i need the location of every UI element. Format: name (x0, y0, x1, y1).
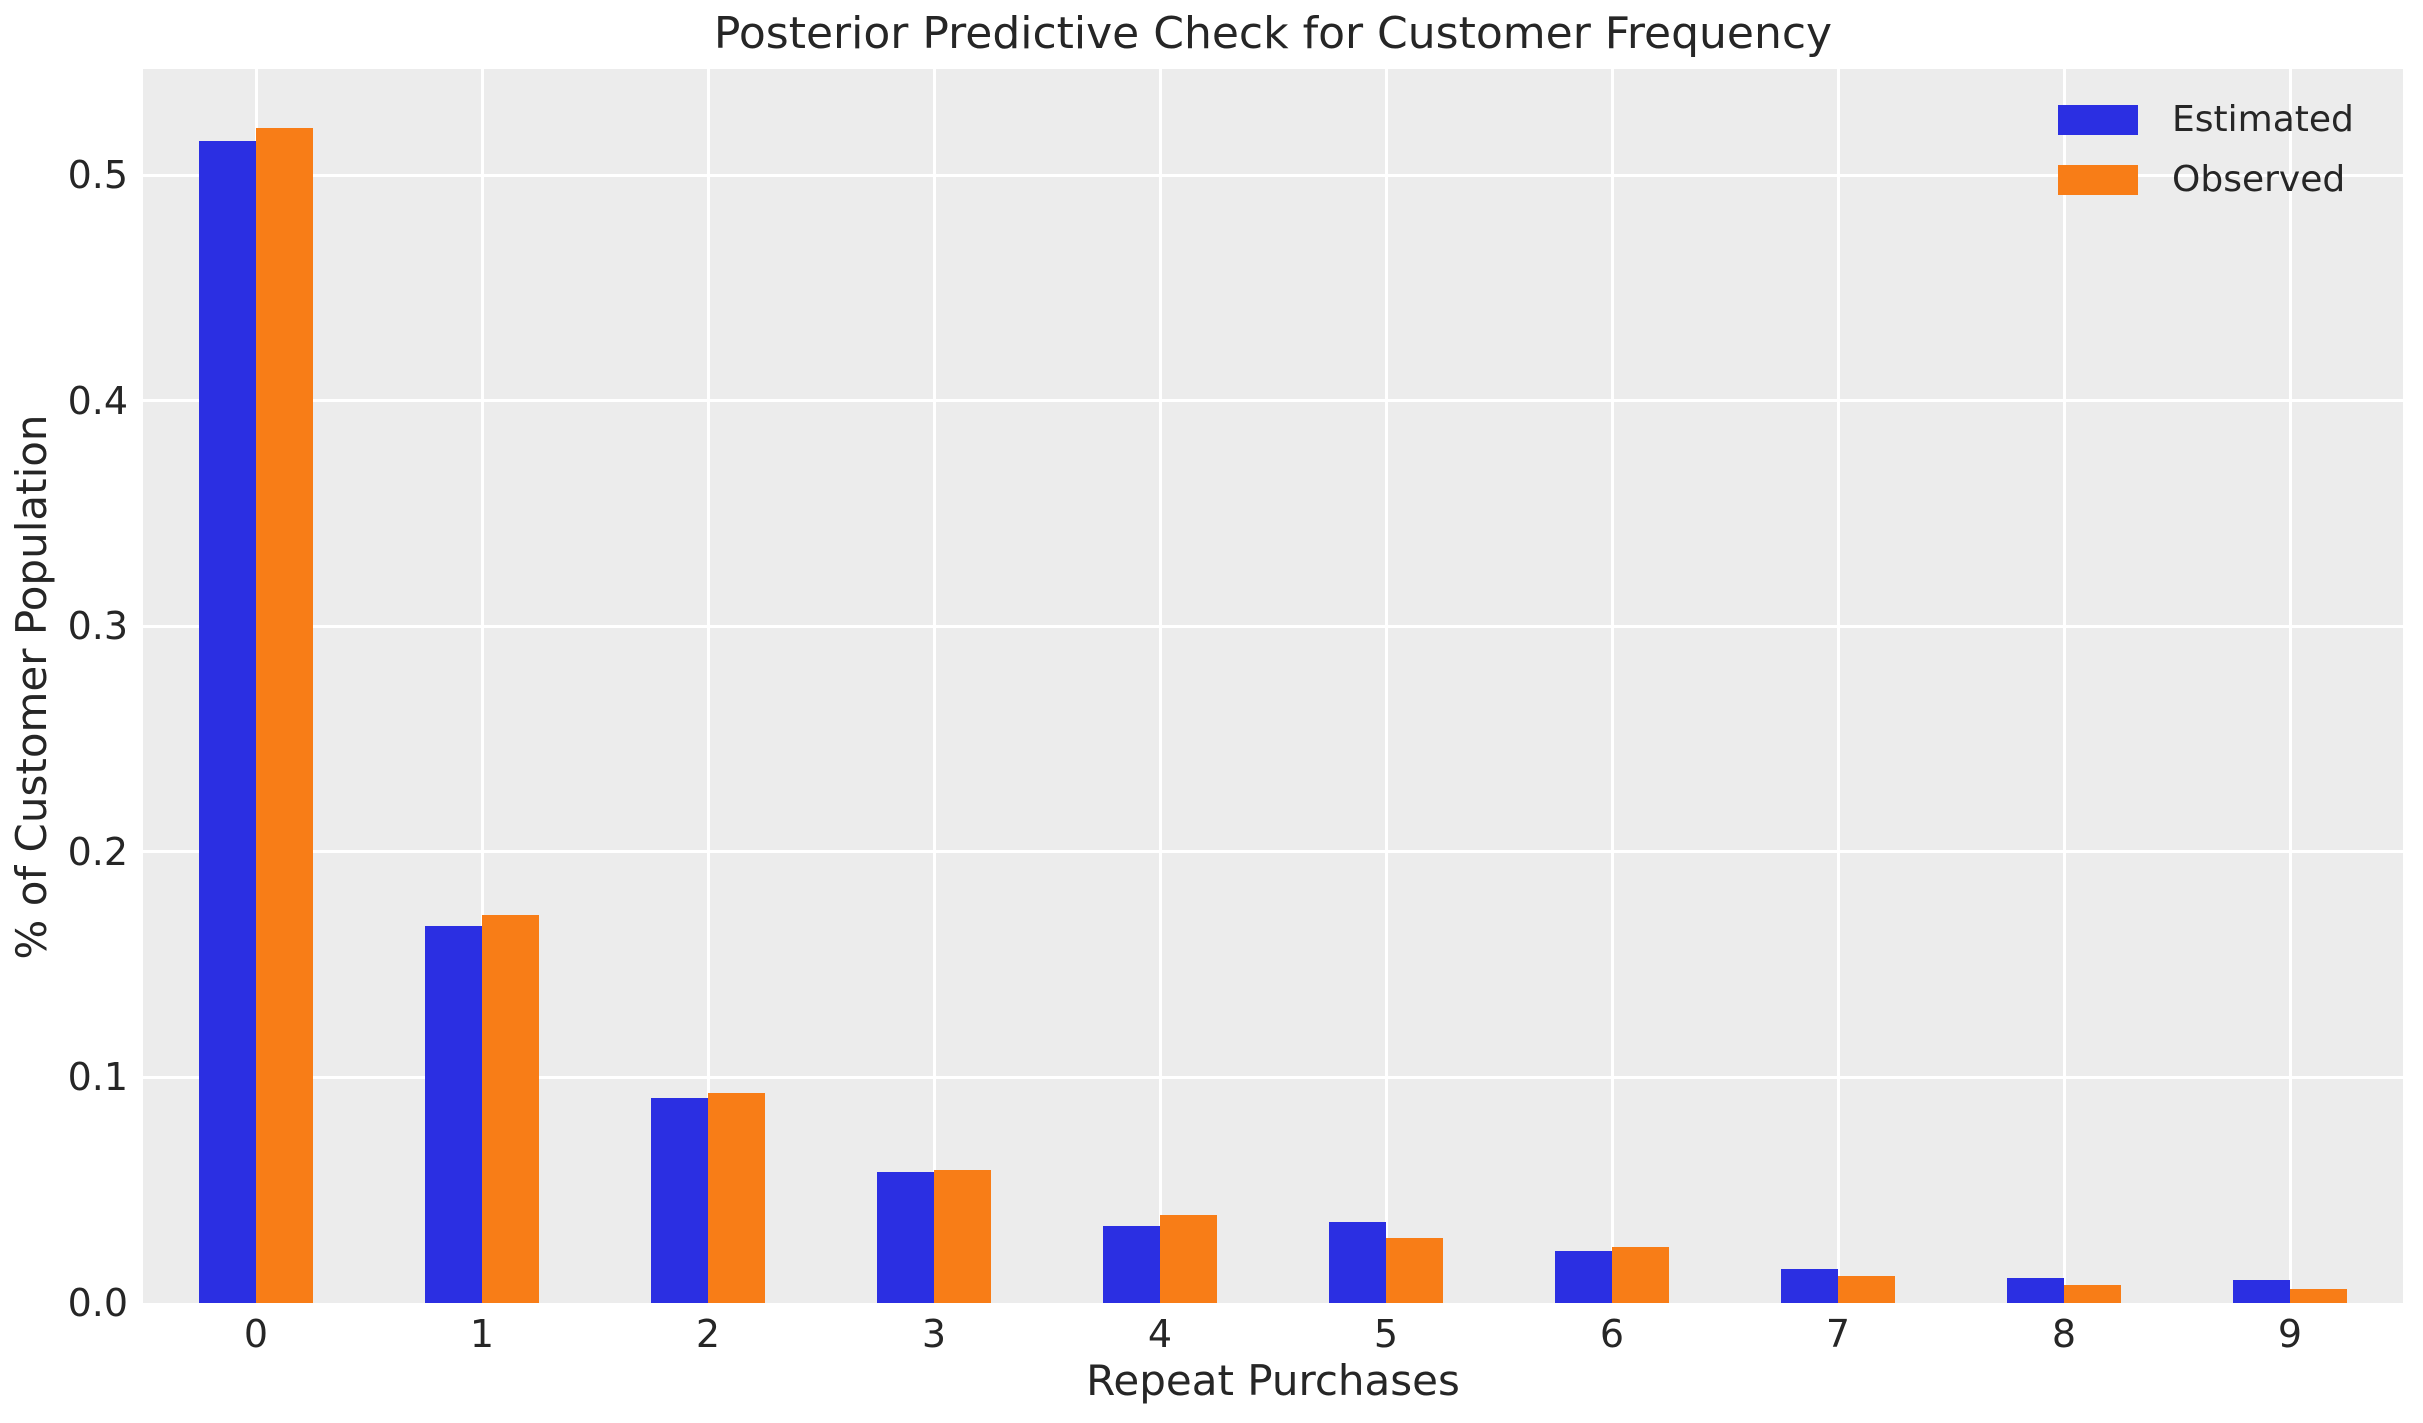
bar-observed-3 (934, 1169, 991, 1303)
v-gridline-7 (1836, 69, 1840, 1303)
bar-observed-9 (2290, 1289, 2347, 1303)
bar-observed-8 (2064, 1284, 2121, 1303)
bar-estimated-4 (1103, 1226, 1160, 1303)
y-tick-label-0.1: 0.1 (67, 1055, 128, 1100)
legend: Estimated Observed (2058, 98, 2354, 202)
bar-observed-0 (256, 127, 313, 1303)
bar-estimated-6 (1555, 1251, 1612, 1303)
bar-observed-6 (1612, 1246, 1669, 1303)
bar-estimated-9 (2233, 1280, 2290, 1303)
y-tick-label-0.3: 0.3 (67, 604, 128, 649)
x-tick-label-2: 2 (695, 1312, 721, 1356)
bar-estimated-5 (1329, 1221, 1386, 1303)
bar-observed-5 (1386, 1237, 1443, 1303)
v-gridline-3 (932, 69, 936, 1303)
x-tick-label-1: 1 (469, 1312, 495, 1356)
v-gridline-2 (706, 69, 710, 1303)
v-gridline-8 (2062, 69, 2066, 1303)
bar-estimated-3 (877, 1172, 934, 1303)
y-tick-label-0.0: 0.0 (67, 1281, 128, 1325)
bar-estimated-0 (199, 141, 256, 1303)
x-tick-label-6: 6 (1599, 1312, 1625, 1356)
v-gridline-5 (1384, 69, 1388, 1303)
legend-item-observed: Observed (2058, 158, 2354, 202)
x-tick-label-9: 9 (2277, 1312, 2303, 1356)
legend-item-estimated: Estimated (2058, 98, 2354, 142)
bar-observed-4 (1160, 1215, 1217, 1303)
legend-swatch-observed (2058, 165, 2138, 195)
legend-label-estimated: Estimated (2172, 99, 2354, 140)
x-tick-label-7: 7 (1825, 1312, 1851, 1356)
bar-observed-2 (708, 1093, 765, 1303)
x-axis-label: Repeat Purchases (1086, 1356, 1460, 1405)
h-gridline-0.4 (143, 399, 2403, 403)
y-tick-label-0.4: 0.4 (67, 378, 128, 423)
plot-area (143, 69, 2403, 1303)
x-tick-label-8: 8 (2051, 1312, 2077, 1356)
y-axis-label: % of Customer Population (7, 414, 56, 960)
bar-estimated-8 (2007, 1278, 2064, 1303)
h-gridline-0.3 (143, 624, 2403, 628)
x-tick-label-5: 5 (1373, 1312, 1399, 1356)
v-gridline-4 (1158, 69, 1162, 1303)
x-tick-label-0: 0 (243, 1312, 269, 1356)
bar-estimated-2 (651, 1097, 708, 1303)
y-tick-label-0.5: 0.5 (67, 153, 128, 198)
v-gridline-9 (2288, 69, 2292, 1303)
h-gridline-0.5 (143, 173, 2403, 177)
h-gridline-0.2 (143, 850, 2403, 854)
x-tick-label-4: 4 (1147, 1312, 1173, 1356)
bar-estimated-7 (1781, 1269, 1838, 1303)
legend-swatch-estimated (2058, 105, 2138, 135)
legend-label-observed: Observed (2172, 159, 2346, 200)
chart-title: Posterior Predictive Check for Customer … (713, 8, 1833, 59)
bar-observed-7 (1838, 1275, 1895, 1303)
bar-observed-1 (482, 914, 539, 1303)
x-tick-label-3: 3 (921, 1312, 947, 1356)
h-gridline-0.1 (143, 1075, 2403, 1079)
bar-estimated-1 (425, 926, 482, 1303)
v-gridline-6 (1610, 69, 1614, 1303)
y-tick-label-0.2: 0.2 (67, 829, 128, 874)
v-gridline-1 (480, 69, 484, 1303)
